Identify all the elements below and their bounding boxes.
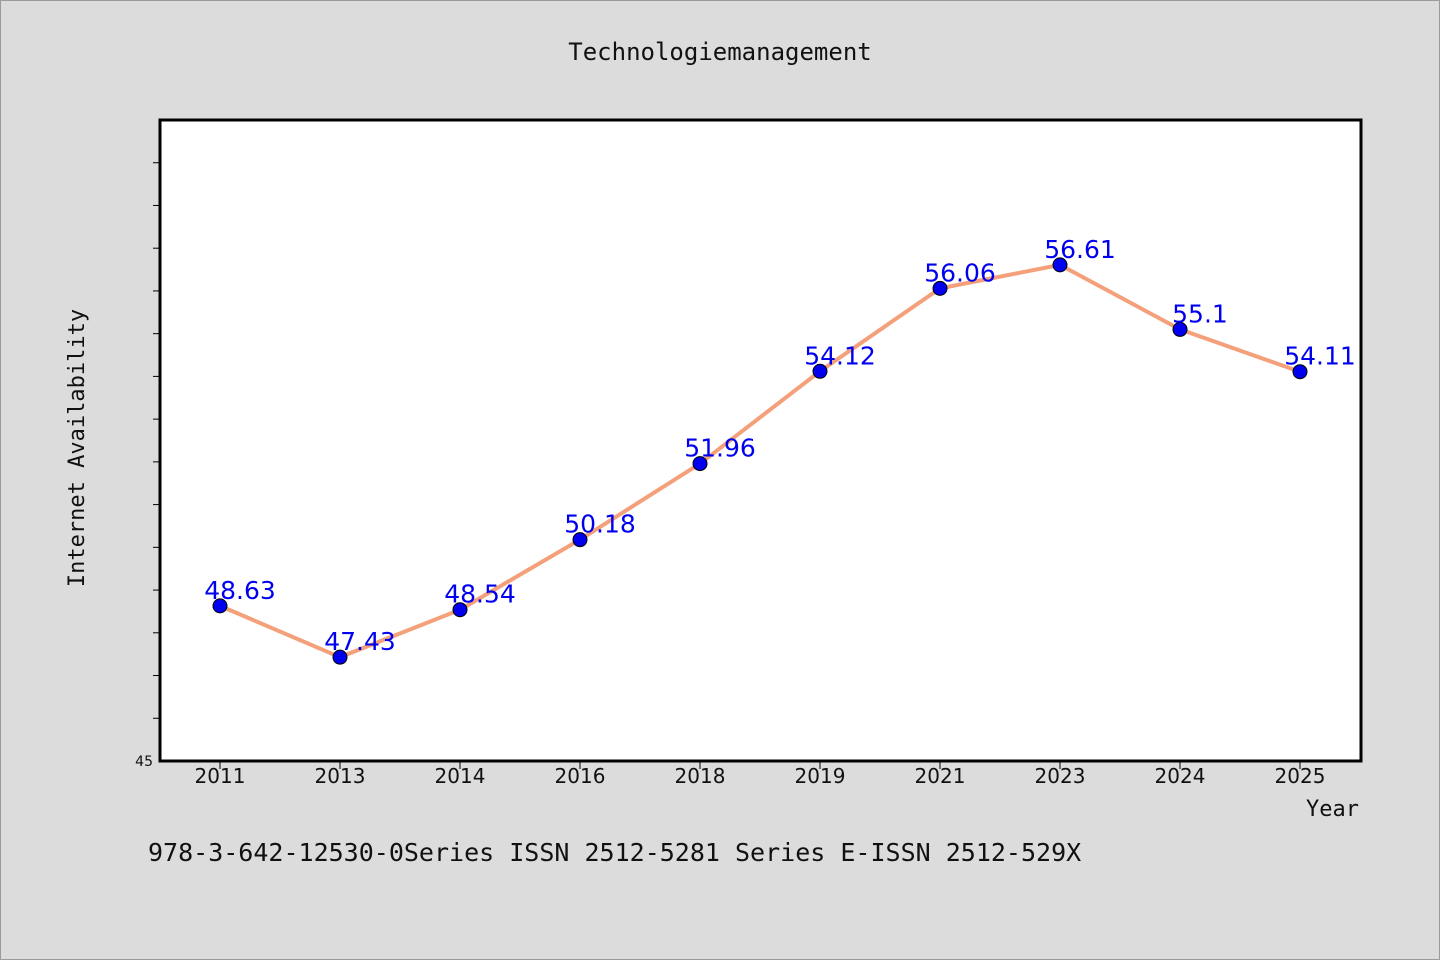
footer-text: 978-3-642-12530-0Series ISSN 2512-5281 S… (148, 838, 1081, 867)
x-tick-label: 2025 (1275, 764, 1326, 788)
data-point (1052, 257, 1068, 273)
plot-area (158, 118, 1363, 763)
x-tick-label: 2023 (1035, 764, 1086, 788)
data-label: 54.12 (804, 341, 876, 370)
data-point (1172, 321, 1188, 337)
data-point (212, 598, 228, 614)
data-point (1292, 364, 1308, 380)
series-line-group: 48.63 47.43 48.54 50.18 51.96 54.12 56.06 56.61… (204, 235, 1356, 665)
data-label: 48.54 (444, 580, 516, 609)
data-label: 56.61 (1044, 235, 1116, 264)
data-label: 56.06 (924, 258, 996, 287)
data-point (932, 280, 948, 296)
data-label: 51.96 (684, 434, 756, 463)
data-point (452, 602, 468, 618)
data-point (692, 456, 708, 472)
chart-title: Technologiemanagement (568, 38, 871, 66)
data-label: 55.1 (1172, 299, 1228, 328)
x-tick-label: 2018 (675, 764, 726, 788)
data-label: 47.43 (324, 627, 396, 656)
data-label: 48.63 (204, 576, 276, 605)
data-point (572, 532, 588, 548)
data-point (812, 363, 828, 379)
data-label: 50.18 (564, 510, 636, 539)
data-point (332, 649, 348, 665)
x-axis-label: Year (1306, 797, 1359, 822)
y-axis-ticks (153, 162, 160, 719)
data-label: 54.11 (1284, 342, 1356, 371)
x-axis-ticks: 2011 2013 2014 2016 2018 2019 2021 2023 2024 2025 (195, 761, 1326, 788)
x-tick-label: 2019 (795, 764, 846, 788)
y-axis-label: Internet Availability (65, 309, 90, 587)
x-tick-label: 2011 (195, 764, 246, 788)
x-tick-label: 2013 (315, 764, 366, 788)
y-tick-label: 45 (135, 754, 153, 770)
x-tick-label: 2016 (555, 764, 606, 788)
series-line (219, 262, 1301, 660)
x-tick-label: 2014 (435, 764, 486, 788)
x-tick-label: 2024 (1155, 764, 1206, 788)
x-tick-label: 2021 (915, 764, 966, 788)
